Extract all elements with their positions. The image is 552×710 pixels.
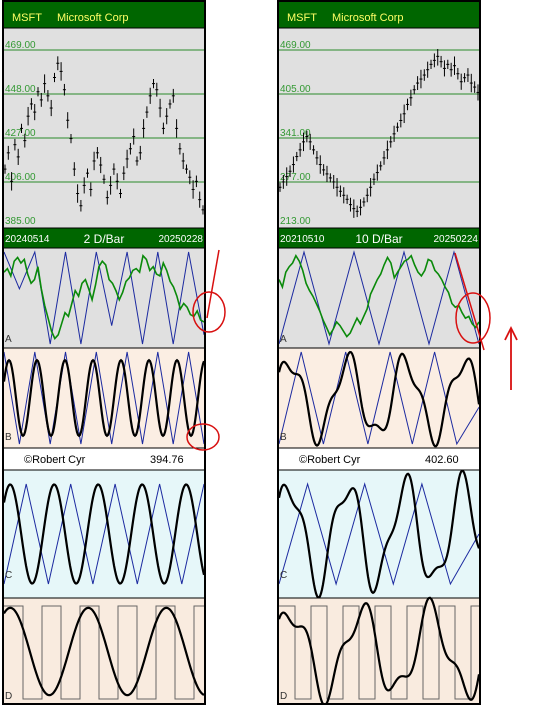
chart-left-svg: MSFT Microsoft Corp 469.00 448.00 427.00 406.… [2, 0, 206, 705]
panel-a-label: A [5, 334, 12, 345]
copyright-label: ©Robert Cyr [299, 454, 361, 466]
panel-c-zigzag [3, 483, 205, 585]
price-panel [277, 28, 481, 228]
panel-a [2, 248, 206, 348]
panel-d [2, 598, 206, 705]
panel-a-oscillator [3, 254, 205, 340]
price-tick-label: 469.00 [5, 40, 36, 51]
price-tick-label: 341.00 [280, 128, 311, 139]
price-bars [278, 49, 480, 218]
price-tick-label: 448.00 [5, 84, 36, 95]
panel-b-cycle [2, 358, 206, 438]
panel-a-oscillator [278, 254, 480, 338]
date-end-label: 20250224 [434, 234, 479, 245]
chart-right-svg: MSFT Microsoft Corp 469.00 405.00 341.00 277.… [277, 0, 481, 707]
panel-c-zigzag [278, 482, 480, 586]
panel-b-cycle [277, 350, 481, 448]
date-start-label: 20210510 [280, 234, 325, 245]
panel-d [277, 598, 481, 705]
date-bar [2, 228, 206, 248]
symbol-label: MSFT [12, 12, 42, 24]
price-bars [3, 56, 205, 215]
date-bar [277, 228, 481, 248]
company-label: Microsoft Corp [332, 12, 404, 24]
price-tick-label: 385.00 [5, 216, 36, 227]
panel-b-zigzag [3, 351, 205, 445]
price-tick-label: 469.00 [280, 40, 311, 51]
price-tick-label: 213.00 [280, 216, 311, 227]
panel-d-cycle [277, 596, 481, 707]
last-value-label: 402.60 [425, 454, 459, 466]
panel-a-zigzag [278, 250, 480, 346]
annotation-trend-line-left [206, 249, 220, 319]
panel-c-label: C [280, 570, 287, 581]
timeframe-label: 10 D/Bar [355, 232, 402, 246]
date-start-label: 20240514 [5, 234, 50, 245]
price-panel [2, 28, 206, 228]
panel-d-label: D [280, 691, 287, 702]
panel-c-cycle [277, 469, 481, 599]
info-bar [277, 448, 481, 470]
panel-a [277, 248, 481, 348]
panel-c-label: C [5, 570, 12, 581]
date-end-label: 20250228 [159, 234, 204, 245]
panel-d-square-wave [4, 605, 204, 700]
price-tick-label: 405.00 [280, 84, 311, 95]
panel-b-label: B [280, 432, 287, 443]
chart-frame [277, 0, 481, 705]
title-bar [277, 0, 481, 28]
info-bar [2, 448, 206, 470]
price-tick-label: 277.00 [280, 172, 311, 183]
timeframe-label: 2 D/Bar [84, 232, 125, 246]
price-tick-label: 427.00 [5, 128, 36, 139]
annotation-up-arrow-head [504, 325, 518, 341]
company-label: Microsoft Corp [57, 12, 129, 24]
chart-right: MSFT Microsoft Corp 469.00 405.00 341.00 277.… [277, 0, 481, 707]
last-value-label: 394.76 [150, 454, 184, 466]
panel-a-label: A [280, 334, 287, 345]
copyright-label: ©Robert Cyr [24, 454, 86, 466]
price-tick-label: 406.00 [5, 172, 36, 183]
title-bar [2, 0, 206, 28]
chart-left: MSFT Microsoft Corp 469.00 448.00 427.00 406.… [2, 0, 206, 705]
panel-b-label: B [5, 432, 12, 443]
panel-d-label: D [5, 691, 12, 702]
panel-d-square-wave [279, 605, 479, 700]
panel-c-cycle [2, 483, 206, 585]
chart-frame [2, 0, 206, 705]
panel-d-cycle [3, 606, 205, 697]
symbol-label: MSFT [287, 12, 317, 24]
